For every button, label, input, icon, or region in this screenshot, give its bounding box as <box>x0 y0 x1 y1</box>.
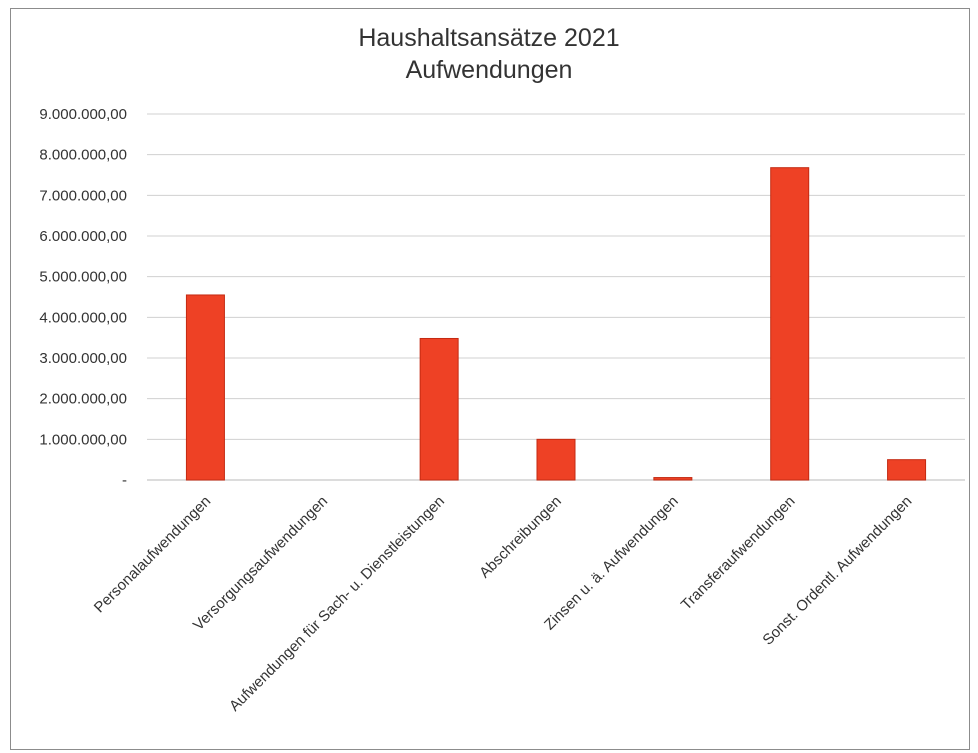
bar <box>653 477 693 481</box>
y-axis-tick-labels: - 1.000.000,00 2.000.000,00 3.000.000,00 4.0… <box>39 106 127 489</box>
y-tick-label: 3.000.000,00 <box>39 350 127 367</box>
y-tick-label: 7.000.000,00 <box>39 187 127 204</box>
x-category-label: Abschreibungen <box>476 493 565 582</box>
bar <box>887 459 927 481</box>
x-category-label: Personalaufwendungen <box>91 493 214 616</box>
y-tick-label: 8.000.000,00 <box>39 147 127 164</box>
x-category-label: Zinsen u. ä. Aufwendungen <box>541 493 682 634</box>
chart-title: Haushaltsansätze 2021 <box>358 24 620 52</box>
chart-frame <box>10 8 970 750</box>
y-tick-label: 1.000.000,00 <box>39 431 127 448</box>
chart-title-block: Haushaltsansätze 2021 Aufwendungen <box>0 22 978 86</box>
y-tick-label: - <box>122 472 127 489</box>
y-tick-label: 2.000.000,00 <box>39 391 127 408</box>
y-tick-label: 5.000.000,00 <box>39 269 127 286</box>
y-tick-label: 9.000.000,00 <box>39 106 127 123</box>
x-category-label: Aufwendungen für Sach- u. Dienstleistung… <box>226 493 448 715</box>
x-category-label: Versorgungsaufwendungen <box>190 493 331 634</box>
bar <box>770 167 810 481</box>
y-tick-label: 6.000.000,00 <box>39 228 127 245</box>
bar <box>419 337 459 481</box>
x-axis-category-labels: PersonalaufwendungenVersorgungsaufwendun… <box>91 493 916 715</box>
bar <box>536 438 576 481</box>
gridlines <box>147 113 965 481</box>
x-category-label: Transferaufwendungen <box>678 493 799 614</box>
y-tick-label: 4.000.000,00 <box>39 309 127 326</box>
chart-subtitle: Aufwendungen <box>405 56 573 84</box>
bars <box>185 167 927 481</box>
bar <box>185 294 225 481</box>
